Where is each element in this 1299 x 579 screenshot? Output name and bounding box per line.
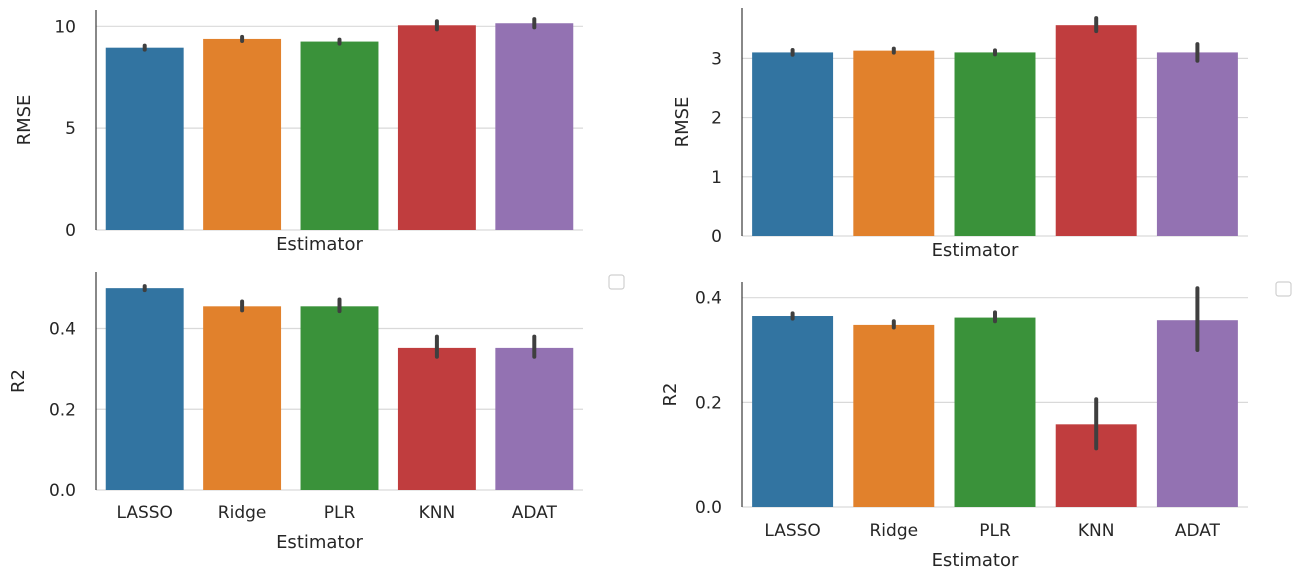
y-tick-label: 0.4	[695, 289, 722, 309]
x-tick-label: PLR	[979, 521, 1011, 541]
x-axis-label: Estimator	[276, 234, 363, 255]
chart-panel-3: 0.0 0.2 0.4 LASSO Ridge PLR KNN ADAT Estimator R2	[8, 272, 625, 553]
legend-box	[608, 274, 625, 290]
y-tick-label: 1	[711, 168, 722, 188]
y-tick-label: 3	[711, 49, 722, 69]
bar-lasso	[105, 47, 184, 231]
x-tick-label: PLR	[324, 503, 356, 523]
x-axis-label: Estimator	[276, 532, 363, 553]
y-axis-label: R2	[660, 383, 681, 407]
x-tick-label: Ridge	[870, 521, 919, 541]
bar-knn	[1055, 25, 1137, 236]
bar-plr	[954, 317, 1036, 507]
y-axis-label: RMSE	[672, 97, 693, 148]
y-tick-label: 10	[54, 17, 76, 37]
chart-panel-4: 0.0 0.2 0.4 LASSO Ridge PLR KNN ADAT Estimator R2	[660, 281, 1292, 571]
bar-ridge	[203, 306, 282, 490]
chart-panel-1: 0 5 10 Estimator RMSE	[14, 10, 583, 255]
x-tick-label: KNN	[419, 503, 456, 523]
bar-adat	[495, 347, 574, 490]
bar-lasso	[105, 288, 184, 490]
x-tick-label: Ridge	[218, 503, 267, 523]
bar-ridge	[203, 38, 282, 230]
bar-knn	[397, 25, 476, 231]
bar-knn	[397, 347, 476, 490]
y-tick-label: 0.4	[49, 320, 76, 340]
bar-plr	[300, 306, 379, 490]
y-tick-label: 0	[711, 227, 722, 247]
x-tick-label: ADAT	[1175, 521, 1221, 541]
y-tick-label: 5	[65, 119, 76, 139]
y-tick-label: 2	[711, 109, 722, 129]
y-tick-label: 0.0	[49, 481, 76, 501]
bar-plr	[954, 52, 1036, 236]
bar-lasso	[752, 316, 834, 507]
legend-box	[1275, 281, 1292, 297]
bar-adat	[1156, 52, 1238, 236]
x-tick-label: KNN	[1078, 521, 1115, 541]
x-tick-label: LASSO	[116, 503, 172, 523]
bar-ridge	[853, 324, 935, 507]
y-tick-label: 0.0	[695, 498, 722, 518]
bar-adat	[495, 23, 574, 231]
y-tick-label: 0	[65, 221, 76, 241]
chart-panel-2: 0 1 2 3 Estimator RMSE	[672, 8, 1248, 261]
y-tick-label: 0.2	[49, 400, 76, 420]
y-axis-label: RMSE	[14, 95, 35, 146]
x-axis-label: Estimator	[932, 240, 1019, 261]
x-tick-label: ADAT	[512, 503, 558, 523]
y-axis-label: R2	[8, 369, 29, 393]
bar-lasso	[752, 52, 834, 236]
bar-plr	[300, 41, 379, 231]
y-tick-label: 0.2	[695, 393, 722, 413]
x-tick-label: LASSO	[764, 521, 820, 541]
x-axis-label: Estimator	[932, 550, 1019, 571]
bar-ridge	[853, 50, 935, 236]
